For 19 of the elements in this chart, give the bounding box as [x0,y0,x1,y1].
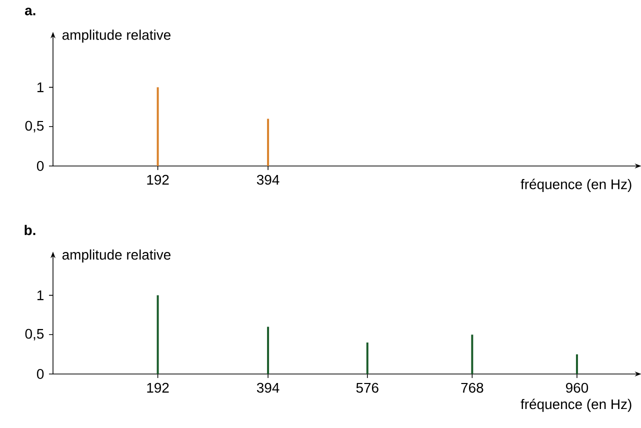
y-tick-label: 0 [36,161,44,171]
y-axis-title: amplitude relative [62,30,170,43]
x-tick-label: 192 [147,174,169,185]
y-tick-label: 0 [36,369,44,379]
y-tick-label: 1 [37,82,44,92]
x-tick-label: 576 [356,382,378,393]
x-tick-label: 768 [461,382,484,393]
x-tick-label: 192 [147,382,169,393]
x-axis-title: fréquence (en Hz) [520,398,632,412]
y-tick-label: 1 [37,290,44,300]
x-axis-title: fréquence (en Hz) [520,178,632,192]
y-axis-title: amplitude relative [62,249,170,262]
chart-title: a. [24,8,36,16]
x-tick-label: 960 [566,382,588,393]
y-tick-label: 0,5 [25,120,44,132]
chart-title: b. [24,224,36,236]
y-tick-label: 0,5 [25,328,44,340]
x-tick-label: 394 [256,382,280,393]
x-tick-label: 394 [256,174,280,185]
